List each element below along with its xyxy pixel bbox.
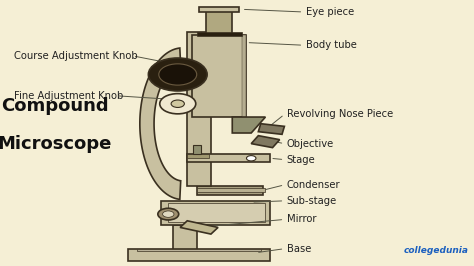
- Text: Base: Base: [287, 244, 311, 254]
- Polygon shape: [232, 117, 265, 133]
- Text: Objective: Objective: [287, 139, 334, 149]
- Text: Compound: Compound: [0, 97, 109, 115]
- Polygon shape: [161, 201, 270, 225]
- Polygon shape: [258, 124, 284, 134]
- Polygon shape: [199, 7, 239, 12]
- Polygon shape: [193, 145, 201, 154]
- Polygon shape: [192, 35, 246, 117]
- Polygon shape: [251, 136, 280, 148]
- Polygon shape: [137, 249, 261, 251]
- Polygon shape: [173, 225, 197, 249]
- Circle shape: [148, 58, 207, 91]
- Circle shape: [171, 100, 184, 107]
- Polygon shape: [197, 32, 242, 36]
- Polygon shape: [197, 186, 263, 195]
- Polygon shape: [140, 48, 181, 199]
- Text: Condenser: Condenser: [287, 180, 340, 190]
- Circle shape: [159, 64, 197, 85]
- Polygon shape: [187, 154, 270, 162]
- Polygon shape: [187, 32, 211, 186]
- Text: Sub-stage: Sub-stage: [287, 196, 337, 206]
- Text: Body tube: Body tube: [306, 40, 356, 50]
- Text: Eye piece: Eye piece: [306, 7, 354, 17]
- Polygon shape: [206, 8, 232, 35]
- Text: Fine Adjustment Knob: Fine Adjustment Knob: [14, 91, 123, 101]
- Text: Microscope: Microscope: [0, 135, 112, 153]
- Polygon shape: [128, 249, 270, 261]
- Circle shape: [163, 211, 174, 217]
- Polygon shape: [197, 188, 265, 192]
- Text: collegedunia: collegedunia: [403, 246, 469, 255]
- Text: Stage: Stage: [287, 155, 316, 165]
- Circle shape: [246, 156, 256, 161]
- Circle shape: [160, 94, 196, 114]
- Polygon shape: [180, 221, 218, 234]
- Text: Mirror: Mirror: [287, 214, 316, 225]
- Polygon shape: [168, 203, 265, 222]
- Text: Revolving Nose Piece: Revolving Nose Piece: [287, 109, 393, 119]
- Polygon shape: [242, 35, 246, 117]
- Text: Course Adjustment Knob: Course Adjustment Knob: [14, 51, 138, 61]
- Polygon shape: [187, 154, 209, 158]
- Circle shape: [158, 208, 179, 220]
